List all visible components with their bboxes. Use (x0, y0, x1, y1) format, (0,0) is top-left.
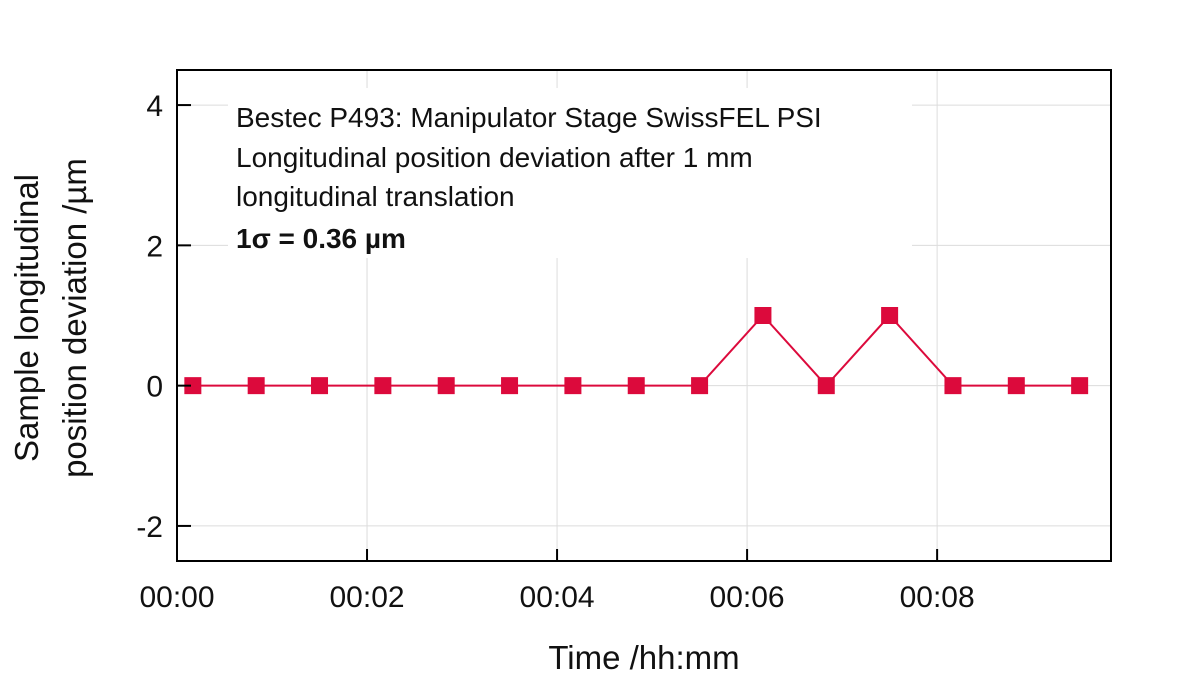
x-tick-label: 00:08 (900, 581, 975, 614)
annotation-line-3: longitudinal translation (236, 181, 515, 212)
series-line (192, 314, 1080, 388)
data-point-marker (437, 377, 455, 395)
data-point-marker (691, 377, 709, 395)
data-point-marker (754, 307, 772, 324)
x-tick-label: 00:00 (139, 581, 214, 614)
data-point-marker (311, 377, 329, 395)
annotation-background (228, 88, 912, 258)
data-point-marker (627, 377, 645, 395)
y-tick-label: 2 (146, 230, 163, 263)
data-point-marker (881, 307, 899, 324)
y-tick-label: 0 (146, 371, 163, 404)
ticks: 00:00 00:02 00:04 00:06 00:08 -2 0 2 4 (136, 90, 974, 614)
data-point-marker (944, 377, 962, 395)
y-axis-label-line-1: Sample longitudinal (8, 174, 45, 462)
x-tick-label: 00:04 (520, 581, 595, 614)
data-point-marker (1007, 377, 1025, 395)
data-point-marker (564, 377, 582, 395)
data-point-marker (501, 377, 519, 395)
plot-frame (176, 69, 1112, 562)
x-axis-label: Time /hh:mm (548, 639, 739, 676)
data-point-marker (817, 377, 835, 395)
x-tick-label: 00:06 (710, 581, 785, 614)
x-tick-label: 00:02 (329, 581, 404, 614)
y-axis-label-line-2: position deviation /µm (56, 158, 93, 478)
annotation-line-2: Longitudinal position deviation after 1 … (236, 142, 753, 173)
annotation-sigma: 1σ = 0.36 µm (236, 223, 406, 254)
data-point-marker (1071, 377, 1089, 395)
data-point-marker (374, 377, 392, 395)
data-point-marker (184, 377, 202, 395)
y-tick-label: -2 (136, 511, 163, 544)
annotation-line-1: Bestec P493: Manipulator Stage SwissFEL … (236, 102, 822, 133)
y-tick-label: 4 (146, 90, 163, 123)
series (184, 307, 1089, 395)
data-point-marker (247, 377, 265, 395)
